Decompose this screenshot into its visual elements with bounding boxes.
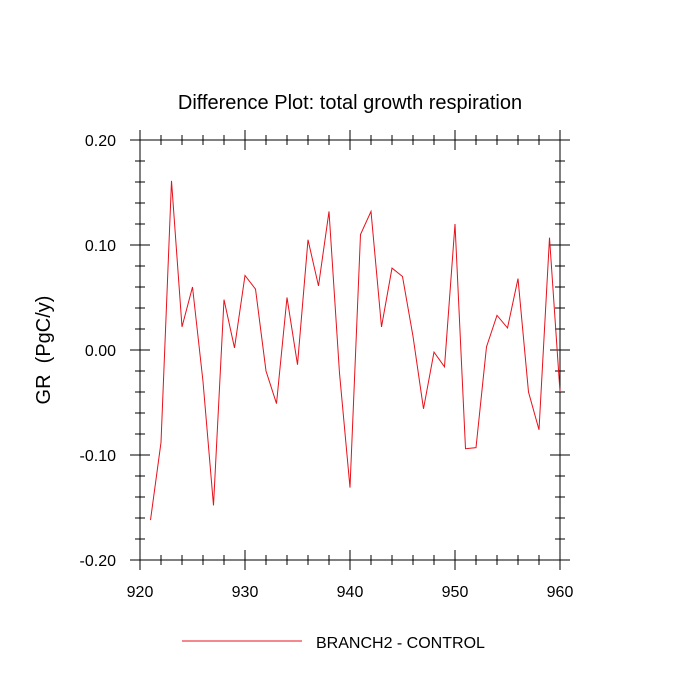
- y-tick-label: 0.10: [85, 238, 116, 255]
- x-tick-label: 920: [127, 584, 154, 601]
- y-axis-label: GR (PgC/y): [33, 296, 55, 405]
- x-tick-label: 930: [232, 584, 259, 601]
- x-tick-labels: 920 930 940 950 960: [127, 584, 574, 601]
- legend: BRANCH2 - CONTROL: [182, 635, 485, 652]
- y-tick-label: -0.20: [80, 553, 117, 570]
- chart-title: Difference Plot: total growth respiratio…: [178, 92, 522, 114]
- series-layer: [150, 180, 561, 521]
- x-tick-label: 940: [337, 584, 364, 601]
- legend-label: BRANCH2 - CONTROL: [316, 635, 485, 652]
- x-tick-label: 960: [547, 584, 574, 601]
- y-tick-label: 0.20: [85, 133, 116, 150]
- plot-frame: [139, 139, 561, 561]
- y-tick-labels: -0.20 -0.10 0.00 0.10 0.20: [80, 133, 117, 570]
- series-line: [150, 180, 561, 521]
- y-tick-label: 0.00: [85, 343, 116, 360]
- x-tick-label: 950: [442, 584, 469, 601]
- tick-marks: [130, 130, 570, 570]
- y-tick-label: -0.10: [80, 448, 117, 465]
